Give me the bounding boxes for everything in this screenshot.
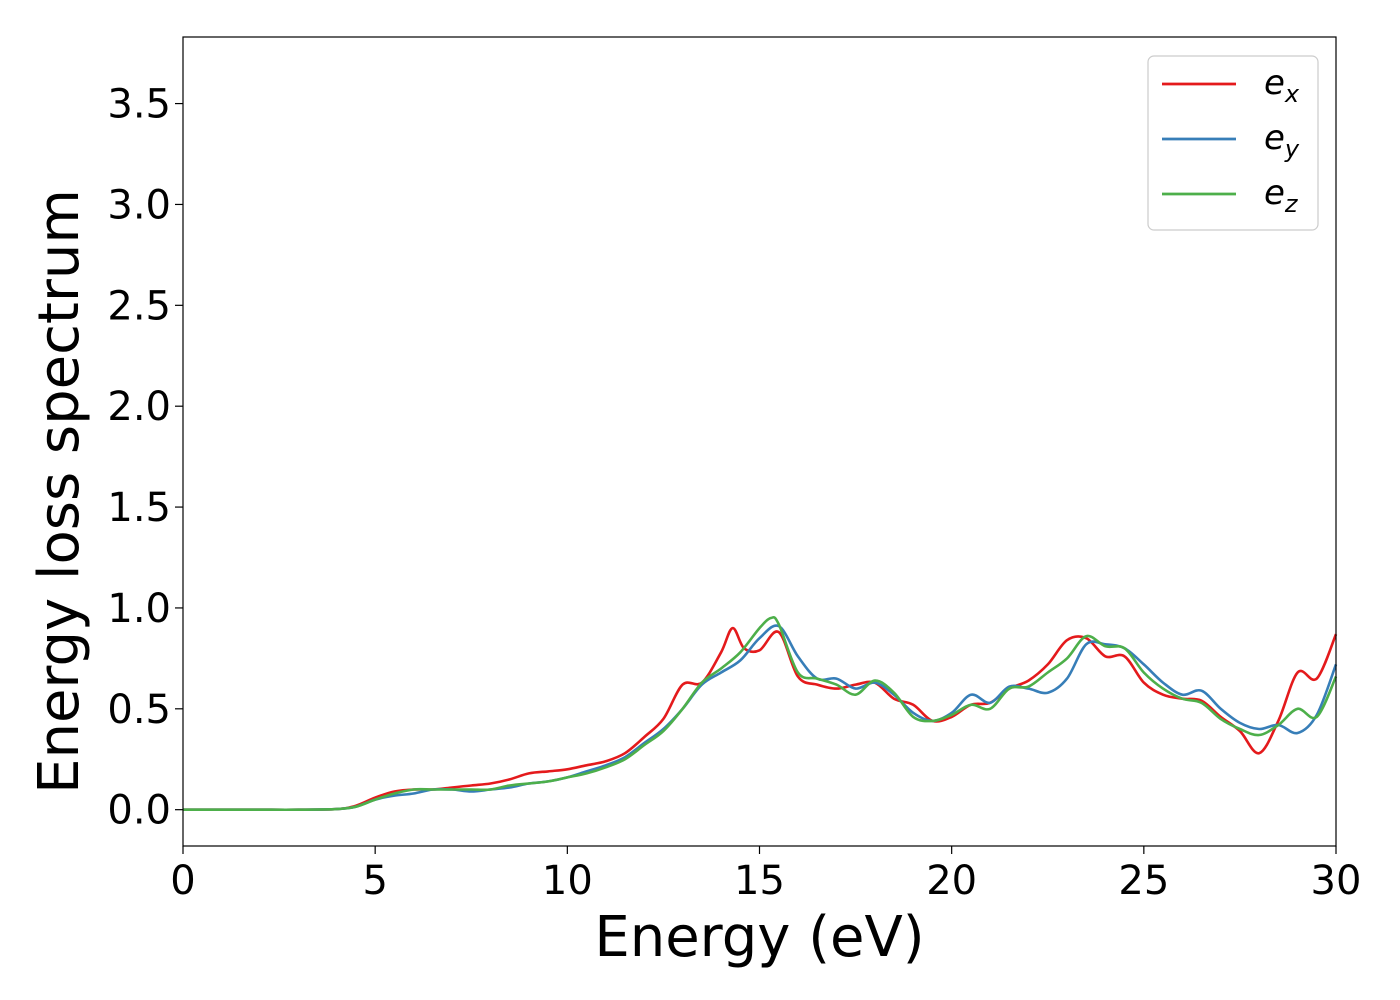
series-layer <box>182 615 1338 812</box>
y-tick-label: 1.5 <box>107 485 171 531</box>
x-tick-label: 0 <box>170 858 195 904</box>
legend-label-subscript: y <box>1284 135 1300 163</box>
series-line-e_z <box>182 615 1338 812</box>
legend-label-main: e <box>1264 173 1285 213</box>
y-tick-label: 3.0 <box>107 182 171 228</box>
y-tick-label: 2.5 <box>107 283 171 329</box>
x-axis-ticks: 0 5 10 15 20 25 30 <box>170 846 1361 904</box>
x-tick-label: 30 <box>1311 858 1362 904</box>
x-tick-label: 5 <box>362 858 387 904</box>
legend-box <box>1147 55 1319 231</box>
x-tick-label: 20 <box>926 858 977 904</box>
legend-label-main: e <box>1264 118 1285 158</box>
legend-label-e_x: ex <box>1264 63 1300 108</box>
legend-label-e_z: ez <box>1264 173 1299 218</box>
y-tick-label: 0.0 <box>107 788 171 834</box>
y-axis-ticks: 0.0 0.5 1.0 1.5 2.0 2.5 3.0 3.5 <box>107 82 183 834</box>
x-axis-label: Energy (eV) <box>594 905 924 970</box>
y-tick-label: 2.0 <box>107 384 171 430</box>
y-axis-label: Energy loss spectrum <box>27 189 92 794</box>
y-tick-label: 3.5 <box>107 82 171 128</box>
y-tick-label: 1.0 <box>107 586 171 632</box>
x-tick-label: 10 <box>542 858 593 904</box>
legend-label-subscript: z <box>1284 190 1299 218</box>
y-tick-label: 0.5 <box>107 687 171 733</box>
legend-label-main: e <box>1264 63 1285 103</box>
x-tick-label: 25 <box>1118 858 1169 904</box>
legend-label-e_y: ey <box>1264 118 1300 163</box>
x-tick-label: 15 <box>734 858 785 904</box>
legend-label-subscript: x <box>1284 80 1300 108</box>
